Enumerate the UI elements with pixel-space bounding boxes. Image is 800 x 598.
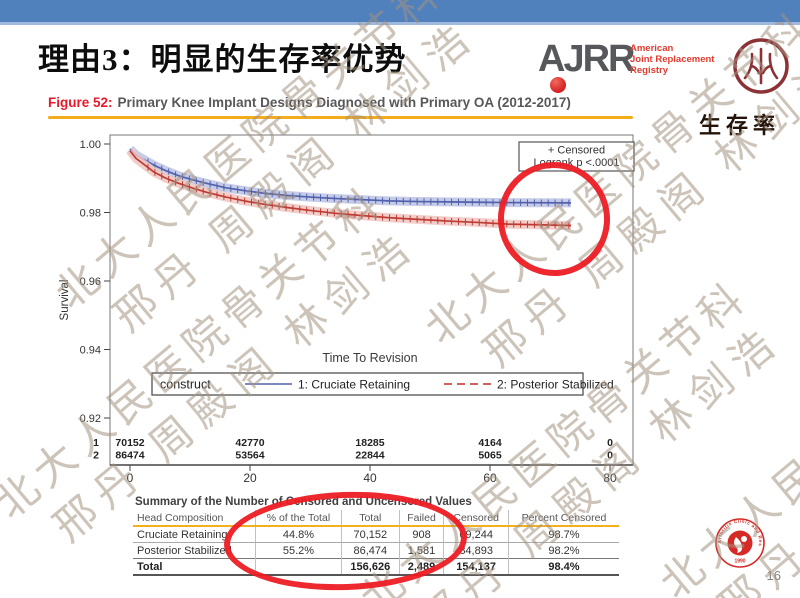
at-risk-value: 42770 bbox=[235, 437, 264, 449]
top-accent-bar bbox=[0, 0, 800, 25]
table-cell: 55.2% bbox=[254, 542, 342, 559]
x-tick-label: 80 bbox=[603, 471, 617, 485]
figure-caption: Figure 52: Primary Knee Implant Designs D… bbox=[48, 95, 571, 110]
table-row: Cruciate Retaining 44.8% 70,152 908 69,244 98… bbox=[133, 526, 619, 543]
column-header: % of the Total bbox=[254, 510, 342, 527]
table-cell bbox=[254, 558, 342, 576]
column-header: Censored bbox=[443, 510, 509, 527]
table-cell: 1,581 bbox=[398, 542, 444, 559]
ajrr-line-3: Registry bbox=[630, 64, 669, 76]
table-cell: Posterior Stabilized bbox=[137, 544, 232, 557]
y-axis-title: Survival bbox=[59, 280, 71, 321]
figure-number: Figure 52: bbox=[48, 95, 113, 110]
table-cell: 98.2% bbox=[507, 542, 619, 559]
ajrr-line-1: American bbox=[630, 43, 674, 54]
table-cell: 69,244 bbox=[443, 526, 509, 543]
table-cell: 156,626 bbox=[340, 558, 400, 576]
table-cell: 70,152 bbox=[340, 526, 400, 543]
column-header: Head Composition bbox=[133, 510, 256, 527]
at-risk-value: 5065 bbox=[478, 450, 502, 462]
at-risk-value: 53564 bbox=[235, 450, 264, 462]
table-cell: 86,474 bbox=[340, 542, 400, 559]
at-risk-value: 0 bbox=[607, 437, 613, 449]
x-tick-label: 0 bbox=[127, 471, 134, 485]
summary-table-title: Summary of the Number of Censored and Un… bbox=[135, 496, 472, 508]
at-risk-value: 4164 bbox=[478, 437, 502, 449]
at-risk-row-label: 2 bbox=[93, 450, 99, 462]
table-cell: 98.7% bbox=[507, 526, 619, 543]
ajrr-red-dot-icon bbox=[550, 77, 566, 93]
y-tick-label: 0.92 bbox=[80, 413, 101, 425]
table-cell: 908 bbox=[398, 526, 444, 543]
x-tick-label: 20 bbox=[243, 471, 257, 485]
table-cell: Total bbox=[133, 558, 256, 576]
table-row: Posterior Stabilized 55.2% 86,474 1,581 84,8… bbox=[133, 542, 619, 559]
ajrr-acronym: AJRR bbox=[538, 38, 635, 80]
summary-table-body: Cruciate Retaining 44.8% 70,152 908 69,244 98… bbox=[133, 526, 619, 576]
legend-entry: 1: Cruciate Retaining bbox=[298, 378, 410, 392]
ajrr-wordmark: American Joint Replacement Registry bbox=[630, 43, 715, 77]
ajrr-line-2: Joint Replacement bbox=[630, 53, 715, 65]
university-seal-icon bbox=[733, 38, 789, 94]
column-header: Percent Censored bbox=[507, 510, 619, 527]
at-risk-value: 0 bbox=[607, 450, 613, 462]
clinic-seal-icon: Arthritis Clinic and Research Center 199… bbox=[714, 517, 765, 568]
y-tick-label: 1.00 bbox=[80, 139, 101, 151]
page-number: 16 bbox=[766, 568, 781, 583]
handwritten-annotation: 生存率 bbox=[699, 113, 781, 138]
summary-table: Head Composition% of the Total Total Faile… bbox=[133, 510, 619, 576]
table-row: Total 156,626 2,489 154,137 98.4% bbox=[133, 558, 619, 576]
column-header: Failed bbox=[398, 510, 444, 527]
table-cell: 44.8% bbox=[254, 526, 342, 543]
table-cell: 154,137 bbox=[443, 558, 509, 576]
table-cell: 98.4% bbox=[507, 558, 619, 576]
at-risk-value: 86474 bbox=[115, 450, 144, 462]
at-risk-row-label: 1 bbox=[93, 437, 99, 449]
table-cell: 2,489 bbox=[398, 558, 444, 576]
censored-note: + Censored bbox=[548, 145, 605, 157]
summary-table-head: Head Composition% of the Total Total Faile… bbox=[133, 510, 619, 527]
column-header: Total bbox=[340, 510, 400, 527]
slide-title: 理由3：明显的生存率优势 bbox=[38, 42, 407, 77]
legend-title: construct bbox=[160, 378, 211, 392]
y-tick-label: 0.94 bbox=[80, 345, 101, 357]
table-cell: Cruciate Retaining bbox=[133, 526, 256, 543]
clinic-seal-year: 1990 bbox=[734, 559, 745, 565]
chart-title: Time To Revision bbox=[322, 351, 417, 365]
x-tick-label: 60 bbox=[483, 471, 497, 485]
x-tick-label: 40 bbox=[363, 471, 377, 485]
watermark-line1: 北大人民医院骨关节科 bbox=[0, 178, 393, 529]
table-cell: 84,893 bbox=[443, 542, 509, 559]
at-risk-value: 18285 bbox=[355, 437, 384, 449]
legend-entry: 2: Posterior Stabilized bbox=[497, 378, 614, 392]
y-tick-label: 0.96 bbox=[80, 276, 101, 288]
legend-box bbox=[151, 372, 584, 396]
y-tick-label: 0.98 bbox=[80, 208, 101, 220]
figure-title-text: Primary Knee Implant Designs Diagnosed w… bbox=[117, 95, 571, 110]
annotation-circle-curve-ends bbox=[492, 156, 616, 282]
at-risk-value: 70152 bbox=[115, 437, 144, 449]
summary-table-section: Summary of the Number of Censored and Un… bbox=[133, 496, 619, 576]
caption-underline bbox=[48, 116, 633, 119]
header-row: Head Composition% of the Total Total Faile… bbox=[133, 510, 619, 527]
ajrr-logo: AJRR American Joint Replacement Registry bbox=[538, 40, 728, 96]
at-risk-value: 22844 bbox=[355, 450, 384, 462]
